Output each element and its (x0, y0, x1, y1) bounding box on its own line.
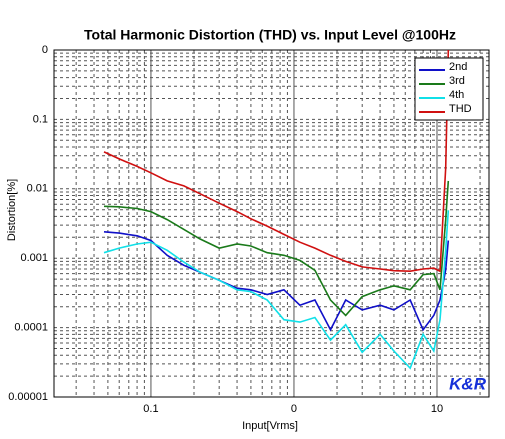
plot-frame (53, 49, 490, 398)
x-tick-label: 0.1 (143, 403, 158, 415)
series-line (103, 210, 450, 370)
y-tick-label: 0 (42, 44, 48, 56)
y-tick-label: 0.001 (20, 252, 48, 264)
series-line (103, 49, 450, 273)
series-line (103, 231, 450, 332)
y-tick-label: 0.01 (27, 183, 48, 195)
legend-box (414, 57, 484, 121)
legend-label: 3rd (449, 75, 465, 87)
chart-title: Total Harmonic Distortion (THD) vs. Inpu… (84, 27, 456, 43)
legend-label: 2nd (449, 61, 467, 73)
legend: 2nd 3rd 4th THD (414, 57, 484, 121)
x-axis-label: Input[Vrms] (242, 420, 298, 432)
y-tick-label: 0.1 (33, 113, 48, 125)
x-tick-label: 0 (291, 403, 297, 415)
watermark: K&R (449, 374, 487, 393)
legend-label: 4th (449, 89, 464, 101)
x-tick-label: 10 (431, 403, 443, 415)
series-line (103, 180, 450, 317)
y-axis-label: Distortion[%] (6, 179, 18, 241)
y-tick-label: 0.0001 (14, 322, 48, 334)
y-tick-label: 0.00001 (8, 391, 48, 403)
legend-label: THD (449, 103, 472, 115)
